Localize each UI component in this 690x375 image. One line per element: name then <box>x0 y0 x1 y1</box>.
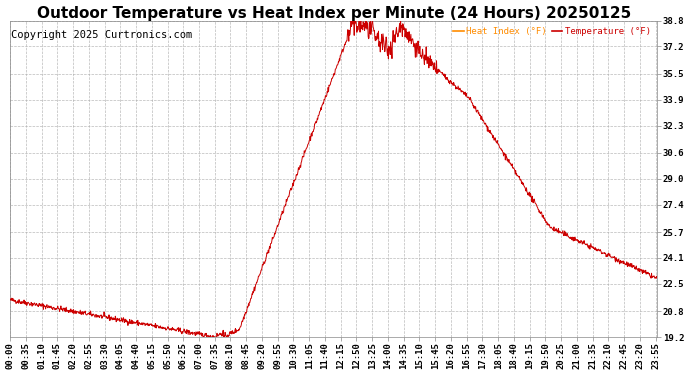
Legend: Heat Index (°F), Temperature (°F): Heat Index (°F), Temperature (°F) <box>449 23 655 39</box>
Text: Copyright 2025 Curtronics.com: Copyright 2025 Curtronics.com <box>11 30 192 40</box>
Title: Outdoor Temperature vs Heat Index per Minute (24 Hours) 20250125: Outdoor Temperature vs Heat Index per Mi… <box>37 6 631 21</box>
